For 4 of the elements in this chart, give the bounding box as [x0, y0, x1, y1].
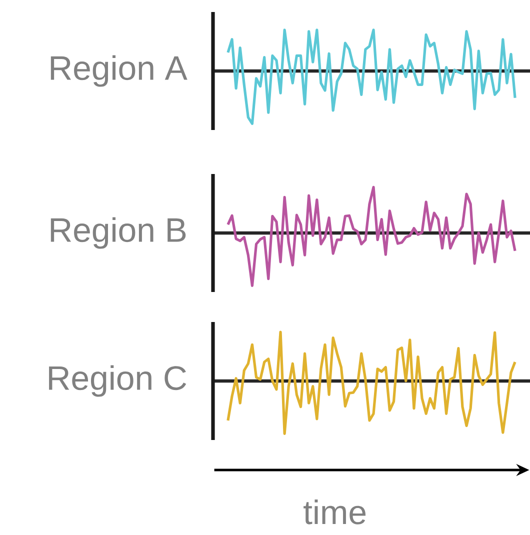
y-axis-title: Region C: [49, 365, 186, 397]
y-axis-title: Region A: [50, 55, 188, 87]
y-axis-title: Region B: [50, 217, 186, 249]
x-axis-title: time: [304, 500, 366, 524]
